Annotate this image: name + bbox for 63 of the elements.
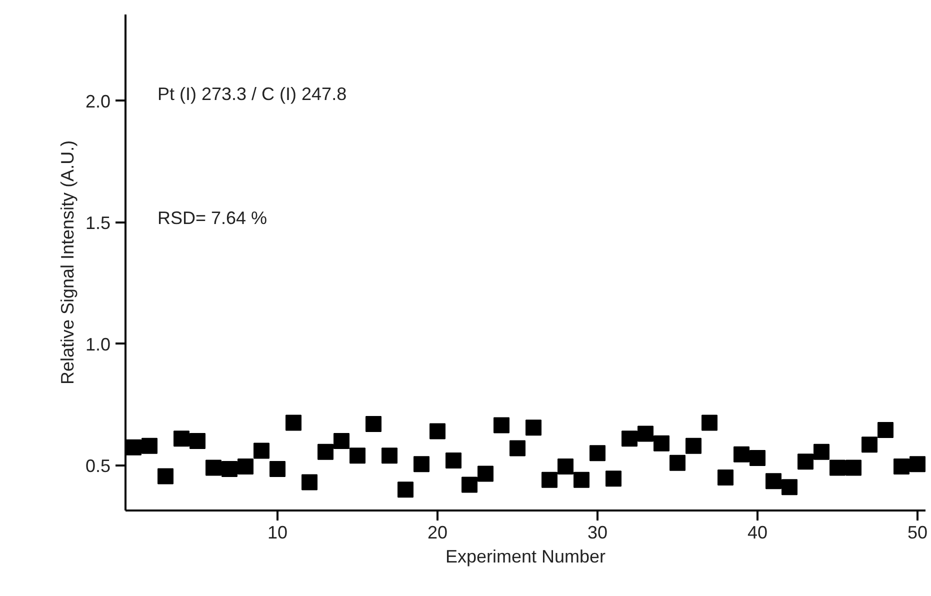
point <box>478 466 494 482</box>
y-axis-title: Relative Signal Intensity (A.U.) <box>57 140 78 385</box>
point <box>126 439 142 456</box>
point <box>174 430 190 447</box>
point <box>910 456 926 472</box>
point <box>318 444 334 460</box>
point <box>798 454 814 470</box>
point <box>398 482 414 498</box>
point <box>654 435 670 452</box>
y-tick-label: 2.0 <box>85 91 111 112</box>
point <box>350 448 366 464</box>
x-tick-label: 40 <box>747 522 768 542</box>
point <box>494 417 510 434</box>
point <box>686 438 702 454</box>
point <box>638 426 654 442</box>
point <box>430 423 446 440</box>
x-axis-title: Experiment Number <box>445 546 606 566</box>
point <box>846 460 862 476</box>
point <box>734 446 750 462</box>
point <box>606 470 622 487</box>
annotation: RSD= 7.64 % <box>158 208 268 228</box>
y-tick-label: 1.5 <box>85 212 111 233</box>
point <box>206 460 222 476</box>
point <box>542 472 558 488</box>
point <box>574 472 590 488</box>
point <box>414 456 430 472</box>
point <box>750 450 766 466</box>
point <box>286 414 302 431</box>
x-tick-label: 20 <box>427 522 448 542</box>
point <box>894 458 910 475</box>
point <box>590 445 606 462</box>
point <box>270 460 286 477</box>
point <box>558 458 574 475</box>
point <box>862 436 878 453</box>
point <box>462 476 478 493</box>
point <box>222 460 238 477</box>
point <box>526 420 542 436</box>
y-tick-label: 0.5 <box>85 456 111 476</box>
point <box>142 438 158 454</box>
point <box>718 469 734 486</box>
point <box>702 414 718 431</box>
x-tick-label: 30 <box>587 522 608 542</box>
annotation: Pt (I) 273.3 / C (I) 247.8 <box>158 84 347 104</box>
point <box>814 444 830 460</box>
point <box>190 432 206 449</box>
point <box>446 452 462 468</box>
point <box>334 432 350 449</box>
y-tick-label: 1.0 <box>85 334 111 354</box>
point <box>782 479 798 496</box>
point <box>766 473 782 490</box>
point <box>302 474 318 490</box>
x-tick-label: 10 <box>267 522 288 542</box>
point <box>622 430 638 447</box>
point <box>830 460 846 476</box>
point <box>254 442 270 459</box>
point <box>510 440 526 456</box>
point <box>366 416 382 432</box>
point <box>382 448 398 464</box>
point <box>158 468 174 484</box>
point <box>878 422 894 438</box>
x-tick-label: 50 <box>907 522 928 542</box>
point <box>238 458 254 475</box>
point <box>670 454 686 471</box>
